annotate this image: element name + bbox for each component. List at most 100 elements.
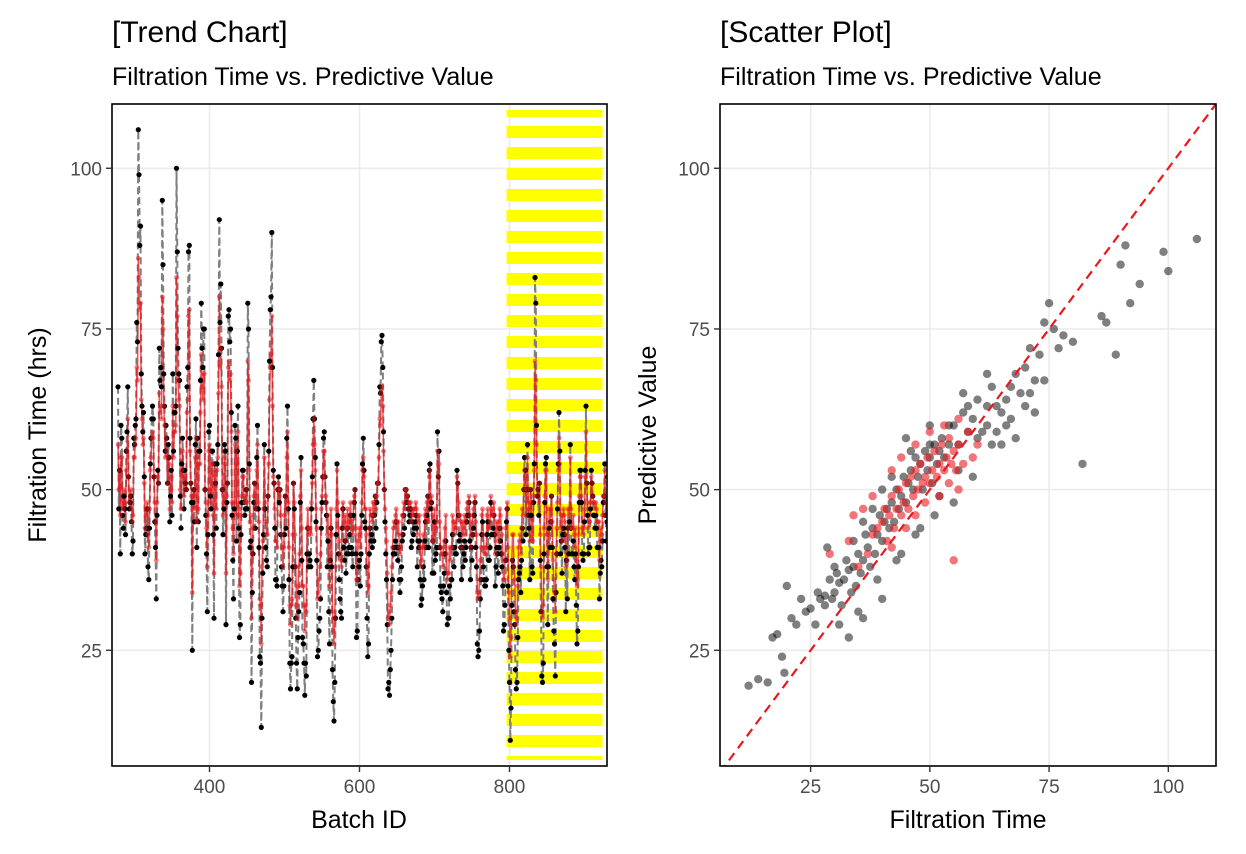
actual-point <box>596 544 602 551</box>
predicted-point <box>534 493 540 499</box>
actual-point <box>509 602 515 608</box>
scatter-point <box>913 472 923 481</box>
predicted-point <box>314 525 320 531</box>
actual-point <box>742 474 747 479</box>
predicted-point <box>326 557 332 563</box>
actual-point <box>679 500 684 505</box>
actual-point <box>366 551 372 557</box>
trend-chart-points <box>115 127 834 743</box>
scatter-point <box>1135 279 1144 289</box>
predicted-point <box>220 512 226 518</box>
actual-point <box>789 481 794 486</box>
predicted-point <box>725 507 730 512</box>
predicted-point <box>221 500 227 505</box>
actual-point <box>514 679 520 686</box>
actual-point <box>389 577 396 583</box>
actual-point <box>536 512 542 518</box>
actual-point <box>174 249 180 255</box>
actual-point <box>398 564 405 570</box>
actual-point <box>767 500 772 505</box>
actual-point <box>688 526 693 531</box>
scatter-plot-points <box>744 234 1202 690</box>
actual-point <box>383 577 390 583</box>
predicted-point <box>740 507 745 512</box>
actual-point <box>314 557 320 563</box>
predicted-point <box>377 416 383 422</box>
predicted-point <box>238 512 244 518</box>
actual-point <box>611 500 616 505</box>
scatter-point-highlighted <box>909 491 918 501</box>
actual-point <box>147 461 153 467</box>
predicted-point <box>662 513 667 518</box>
predicted-point <box>813 532 818 537</box>
predicted-point <box>548 506 554 512</box>
scatter-point-highlighted <box>951 466 961 475</box>
predicted-point <box>692 468 697 473</box>
actual-point <box>440 583 447 589</box>
actual-point <box>775 468 780 473</box>
scatter-point <box>1025 344 1035 353</box>
actual-point <box>770 474 775 479</box>
predicted-point <box>188 480 194 486</box>
predicted-point <box>170 403 176 409</box>
scatter-point <box>827 594 837 604</box>
predicted-point <box>166 461 172 467</box>
actual-point <box>165 442 171 448</box>
predicted-point <box>777 449 782 454</box>
predicted-point <box>696 474 701 479</box>
actual-point <box>539 679 546 686</box>
actual-series-line <box>117 129 607 741</box>
predicted-point <box>193 435 199 441</box>
predicted-point <box>678 513 683 518</box>
actual-point <box>272 525 278 531</box>
predicted-point <box>734 455 739 460</box>
actual-point <box>200 364 206 371</box>
predicted-point <box>622 481 627 486</box>
predicted-point <box>610 487 615 492</box>
actual-point <box>312 454 318 461</box>
predicted-point <box>159 416 164 422</box>
actual-point <box>461 538 468 544</box>
predicted-point <box>684 519 689 524</box>
predicted-point <box>219 384 224 390</box>
predicted-point <box>814 526 819 531</box>
actual-point <box>503 519 510 525</box>
predicted-point <box>167 506 173 512</box>
predicted-point <box>267 365 273 370</box>
actual-point <box>451 564 457 570</box>
predicted-point <box>189 590 195 595</box>
predicted-point <box>755 500 760 505</box>
scatter-point <box>973 434 982 443</box>
scatter-point <box>1159 247 1168 256</box>
actual-point <box>508 705 514 711</box>
actual-point <box>463 544 469 551</box>
actual-point <box>395 557 401 563</box>
scatter-point <box>1116 260 1125 269</box>
actual-point <box>523 532 529 538</box>
actual-point <box>246 461 252 467</box>
scatter-point <box>973 395 982 404</box>
actual-point <box>675 571 680 576</box>
predicted-point <box>803 513 808 518</box>
predicted-point <box>707 507 712 512</box>
predicted-point <box>518 551 524 557</box>
predicted-point <box>345 525 351 531</box>
actual-point <box>693 468 698 473</box>
predicted-point <box>388 590 394 595</box>
predicted-point <box>815 474 820 479</box>
actual-point <box>829 474 834 479</box>
predicted-point <box>389 564 395 570</box>
predicted-point <box>529 532 535 537</box>
predicted-point <box>249 551 255 557</box>
predicted-point <box>483 545 489 550</box>
predicted-point <box>732 481 737 486</box>
predicted-point <box>534 442 539 447</box>
predicted-point <box>680 494 685 499</box>
actual-point <box>380 429 387 435</box>
predicted-point <box>646 552 651 557</box>
scatter-point <box>1192 234 1202 244</box>
scatter-point <box>899 472 908 481</box>
actual-point <box>552 673 558 679</box>
predicted-point <box>228 429 234 435</box>
predicted-point <box>132 442 138 447</box>
